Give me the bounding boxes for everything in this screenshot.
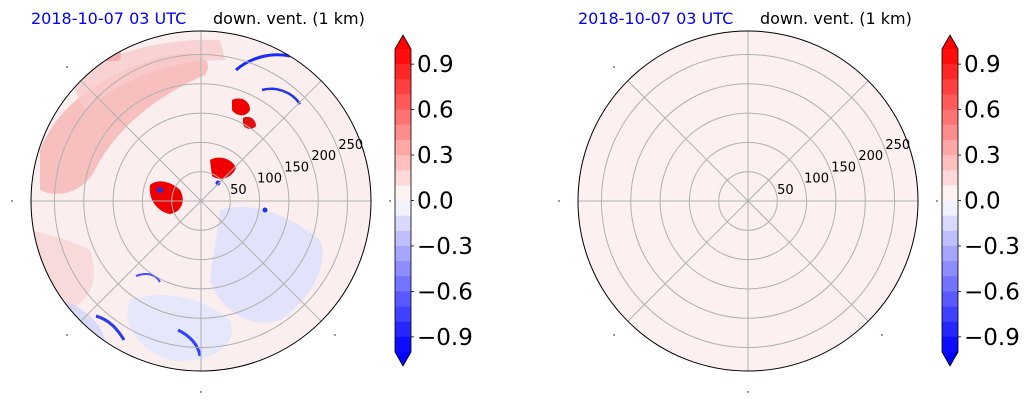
- right-r-tick-100: 100: [804, 172, 829, 187]
- left-cb-level-3: [395, 94, 411, 111]
- right-r-tick-250: 250: [885, 138, 910, 153]
- left-cb-level-19: [395, 336, 411, 353]
- left-r-tick-200: 200: [311, 149, 336, 164]
- left-colorbar-ticks: 0.9 0.6 0.3 0.0 −0.3 −0.6 −0.9: [417, 52, 473, 351]
- left-cb-level-8: [395, 170, 411, 186]
- left-polar-grid: [31, 31, 371, 371]
- left-cb-level-17: [395, 306, 411, 323]
- left-r-tick-50: 50: [230, 183, 247, 198]
- right-cb-tick-7: −0.9: [964, 325, 1020, 351]
- right-r-tick-200: 200: [858, 149, 883, 164]
- left-cb-level-11: [395, 215, 411, 232]
- right-r-tick-150: 150: [831, 160, 856, 175]
- left-cb-level-0: [395, 49, 411, 65]
- left-cb-outline: [394, 34, 412, 367]
- outer-tick-dots: [11, 66, 938, 393]
- right-cb-level-10: [942, 200, 958, 217]
- left-r-tick-150: 150: [284, 160, 309, 175]
- left-cb-tick-5: −0.3: [417, 234, 473, 260]
- left-cb-level-7: [395, 155, 411, 171]
- right-panel: 2018-10-07 03 UTC down. vent. (1 km) 50 1…: [577, 9, 1020, 372]
- left-cb-level-1: [395, 64, 411, 80]
- right-cb-level-13: [942, 245, 958, 262]
- right-cb-level-8: [942, 170, 958, 186]
- left-title-date: 2018-10-07 03 UTC: [31, 9, 186, 28]
- left-colorbar: 0.9 0.6 0.3 0.0 −0.3 −0.6 −0.9: [394, 34, 473, 367]
- right-cb-level-18: [942, 321, 958, 338]
- left-grid-spoke-45: [200, 80, 322, 202]
- right-cb-level-2: [942, 79, 958, 95]
- right-cb-level-1: [942, 64, 958, 80]
- right-cb-level-0: [942, 49, 958, 65]
- right-cb-level-9: [942, 185, 958, 201]
- left-cb-tick-2: 0.6: [417, 98, 454, 124]
- right-r-tick-50: 50: [777, 183, 794, 198]
- left-cb-level-2: [395, 79, 411, 95]
- right-cb-level-11: [942, 215, 958, 232]
- right-grid-spoke-135: [627, 80, 749, 202]
- left-cb-extend-min: [395, 352, 411, 366]
- right-cb-level-4: [942, 109, 958, 126]
- right-cb-level-7: [942, 155, 958, 171]
- left-cb-level-13: [395, 245, 411, 262]
- left-grid-spoke-315: [200, 200, 322, 322]
- left-cb-level-18: [395, 321, 411, 338]
- left-r-tick-100: 100: [257, 172, 282, 187]
- right-grid-spoke-45: [747, 80, 869, 202]
- right-cb-level-15: [942, 276, 958, 292]
- right-cb-level-16: [942, 291, 958, 308]
- left-grid-spoke-225: [80, 200, 202, 322]
- left-cb-tick-4: 0.0: [417, 189, 454, 215]
- left-cb-level-6: [395, 139, 411, 156]
- right-cb-extend-max: [942, 35, 958, 49]
- left-plot-border: [30, 30, 372, 372]
- left-cb-tick-1: 0.9: [417, 52, 454, 78]
- left-cb-tick-6: −0.6: [417, 279, 473, 305]
- right-cb-tick-6: −0.6: [964, 279, 1020, 305]
- right-grid-spoke-315: [747, 200, 869, 322]
- right-cb-level-3: [942, 94, 958, 111]
- left-cb-level-14: [395, 261, 411, 277]
- right-cb-level-19: [942, 336, 958, 353]
- right-cb-level-5: [942, 124, 958, 141]
- right-polar-grid: [578, 31, 918, 371]
- left-r-tick-250: 250: [338, 138, 363, 153]
- right-cb-level-12: [942, 230, 958, 247]
- right-title-variable: down. vent. (1 km): [760, 9, 912, 28]
- left-panel: 2018-10-07 03 UTC down. vent. (1 km): [30, 9, 473, 372]
- left-grid-spoke-135: [80, 80, 202, 202]
- right-cb-extend-min: [942, 352, 958, 366]
- right-colorbar: 0.9 0.6 0.3 0.0 −0.3 −0.6 −0.9: [941, 34, 1020, 367]
- left-cb-tick-3: 0.3: [417, 143, 454, 169]
- left-cb-extend-max: [395, 35, 411, 49]
- right-cb-tick-1: 0.9: [964, 52, 1001, 78]
- right-cb-level-6: [942, 139, 958, 156]
- right-grid-spoke-225: [627, 200, 749, 322]
- right-cb-tick-3: 0.3: [964, 143, 1001, 169]
- left-cb-level-16: [395, 291, 411, 308]
- left-cb-tick-7: −0.9: [417, 325, 473, 351]
- right-colorbar-ticks: 0.9 0.6 0.3 0.0 −0.3 −0.6 −0.9: [964, 52, 1020, 351]
- left-cb-level-10: [395, 200, 411, 217]
- right-cb-level-14: [942, 261, 958, 277]
- right-cb-tick-2: 0.6: [964, 98, 1001, 124]
- left-cb-level-4: [395, 109, 411, 126]
- right-plot-border: [577, 30, 919, 372]
- right-title-date: 2018-10-07 03 UTC: [578, 9, 733, 28]
- left-cb-level-15: [395, 276, 411, 292]
- left-title-variable: down. vent. (1 km): [213, 9, 365, 28]
- right-cb-level-17: [942, 306, 958, 323]
- left-cb-level-5: [395, 124, 411, 141]
- right-cb-tick-5: −0.3: [964, 234, 1020, 260]
- left-cb-level-12: [395, 230, 411, 247]
- left-cb-level-9: [395, 185, 411, 201]
- right-cb-outline: [941, 34, 959, 367]
- right-cb-tick-4: 0.0: [964, 189, 1001, 215]
